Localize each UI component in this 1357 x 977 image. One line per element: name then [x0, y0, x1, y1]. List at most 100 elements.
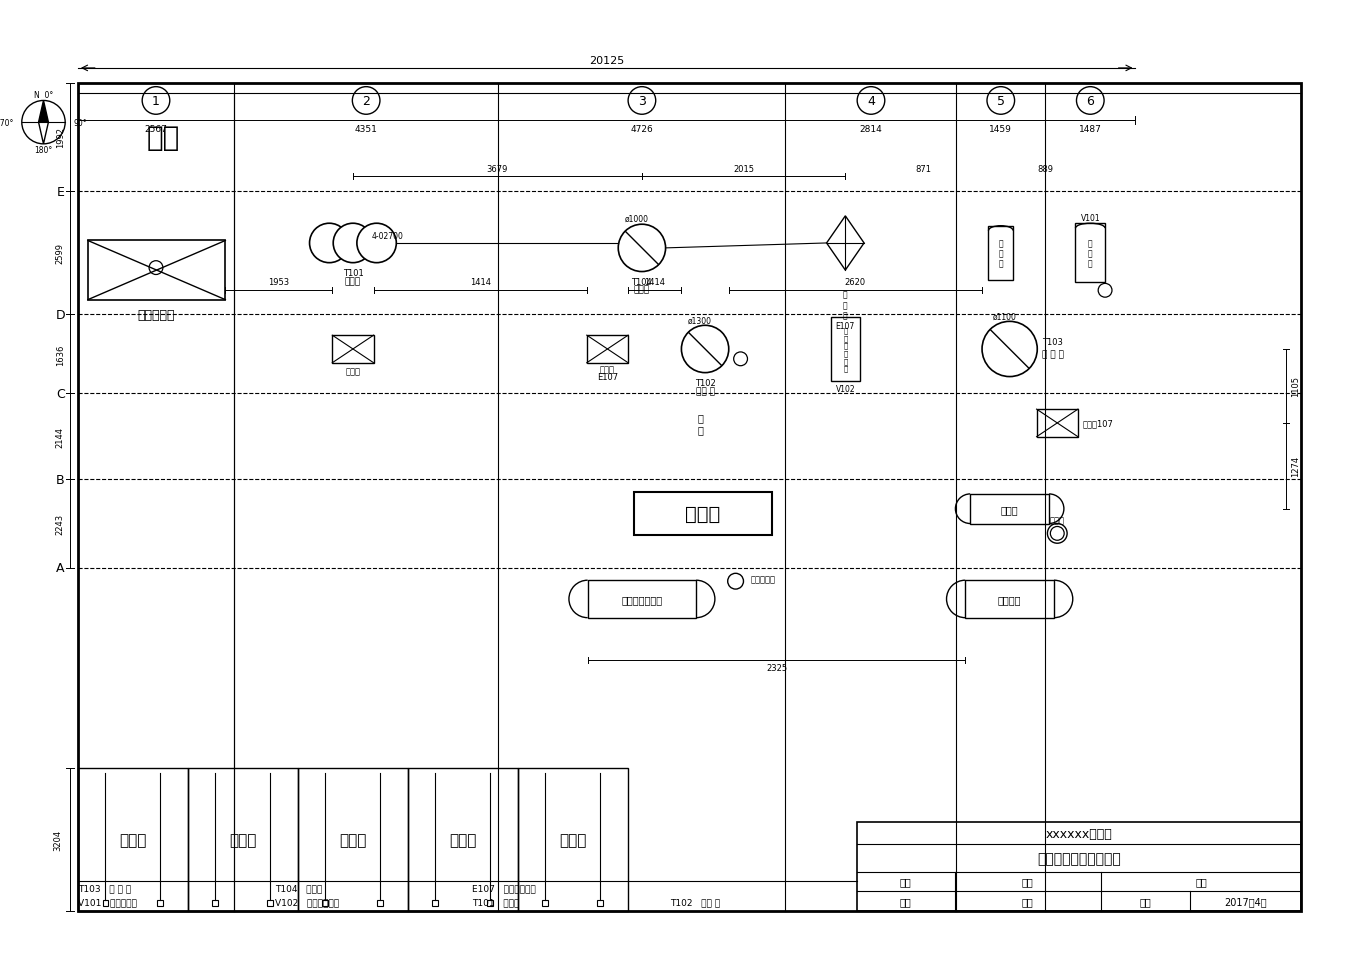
Text: 计
量
罐: 计 量 罐	[999, 238, 1003, 269]
Text: 1487: 1487	[1079, 124, 1102, 134]
Text: N  0°: N 0°	[34, 91, 53, 100]
Bar	[1076, 224, 1105, 283]
Bar	[213, 900, 218, 907]
Text: 1: 1	[152, 95, 160, 107]
Text: ø1100: ø1100	[993, 313, 1016, 321]
Circle shape	[858, 88, 885, 115]
Bar	[965, 580, 1054, 618]
Bar	[77, 84, 1301, 912]
Circle shape	[309, 224, 349, 264]
Bar	[597, 900, 603, 907]
Text: 班级: 班级	[1022, 876, 1034, 886]
Text: 2814: 2814	[859, 124, 882, 134]
Text: 废
水: 废 水	[697, 412, 703, 434]
Text: 控制室: 控制室	[339, 832, 366, 847]
Text: E107: E107	[597, 372, 617, 382]
Text: 1459: 1459	[989, 124, 1012, 134]
Bar	[433, 900, 438, 907]
Text: 精 馏 塔: 精 馏 塔	[1042, 350, 1064, 359]
Text: 889: 889	[1038, 165, 1053, 174]
Circle shape	[734, 353, 748, 366]
Text: 中间储罐: 中间储罐	[997, 594, 1022, 605]
Bar	[858, 823, 1301, 912]
Bar	[157, 900, 163, 907]
Polygon shape	[38, 123, 49, 145]
Text: 2144: 2144	[56, 426, 65, 447]
Text: V102: V102	[836, 385, 855, 394]
Text: 压力磁力泵: 压力磁力泵	[750, 575, 775, 584]
Text: 2015: 2015	[733, 165, 754, 174]
Text: 计量泵: 计量泵	[1050, 516, 1065, 525]
Bar	[543, 900, 548, 907]
Text: 3: 3	[638, 95, 646, 107]
Text: 180°: 180°	[34, 147, 53, 155]
Text: 2325: 2325	[765, 663, 787, 672]
Text: 1953: 1953	[269, 278, 289, 287]
Text: 回流罐: 回流罐	[1001, 504, 1019, 514]
Text: 20125: 20125	[589, 56, 624, 66]
Bar	[88, 241, 225, 300]
Text: 4-02700: 4-02700	[372, 232, 403, 240]
Text: 3204: 3204	[54, 829, 62, 850]
Bar	[407, 768, 517, 912]
Bar	[487, 900, 493, 907]
Circle shape	[1098, 284, 1111, 298]
Text: 2: 2	[362, 95, 370, 107]
Text: 2599: 2599	[56, 243, 65, 264]
Bar	[970, 494, 1049, 524]
Text: 制图: 制图	[900, 876, 912, 886]
Circle shape	[149, 262, 163, 276]
Bar	[588, 580, 696, 618]
Text: 冷凝器107: 冷凝器107	[1083, 419, 1114, 428]
Text: 871: 871	[915, 165, 931, 174]
Bar	[187, 768, 297, 912]
Text: 冷凝器: 冷凝器	[600, 364, 615, 374]
Text: T101   汽化塔: T101 汽化塔	[472, 897, 520, 907]
Text: 学号: 学号	[1196, 876, 1206, 886]
Circle shape	[1050, 527, 1064, 540]
Bar	[517, 768, 627, 912]
Text: ø1300: ø1300	[688, 317, 712, 325]
Text: 2017年4月: 2017年4月	[1224, 896, 1266, 907]
Text: V102   粗甲醇中间罐: V102 粗甲醇中间罐	[275, 897, 339, 907]
Circle shape	[334, 224, 373, 264]
Circle shape	[1048, 524, 1067, 543]
Text: V101   甲醇中间罐: V101 甲醇中间罐	[77, 897, 137, 907]
Text: 1274: 1274	[1292, 456, 1300, 477]
Text: E: E	[56, 186, 64, 198]
Text: C: C	[56, 388, 65, 401]
Text: xxxxxx设计图: xxxxxx设计图	[1045, 827, 1113, 840]
Text: 2243: 2243	[56, 513, 65, 534]
Text: 二甲醚合成车间布置图: 二甲醚合成车间布置图	[1037, 851, 1121, 865]
Bar	[103, 900, 109, 907]
Bar	[323, 900, 328, 907]
Text: 锅炉房: 锅炉房	[685, 505, 721, 524]
Circle shape	[357, 224, 396, 264]
Text: 1105: 1105	[1292, 376, 1300, 397]
Bar	[77, 768, 187, 912]
Polygon shape	[38, 102, 49, 123]
Text: T101: T101	[342, 269, 364, 277]
Text: 比例: 比例	[1022, 896, 1034, 907]
Circle shape	[1076, 88, 1105, 115]
Circle shape	[22, 102, 65, 145]
Text: 日期: 日期	[1140, 896, 1151, 907]
Text: 4: 4	[867, 95, 875, 107]
Text: A: A	[56, 562, 65, 574]
Text: 冷
凝
器
E107: 冷 凝 器 E107	[836, 290, 855, 330]
Text: T103: T103	[1042, 337, 1063, 346]
Circle shape	[353, 88, 380, 115]
Text: T104: T104	[631, 277, 653, 286]
Text: 原料: 原料	[147, 124, 179, 151]
Text: 5: 5	[997, 95, 1004, 107]
Text: 4726: 4726	[631, 124, 653, 134]
Text: 4351: 4351	[354, 124, 377, 134]
Text: 粗
甲
醇
中
间
罐: 粗 甲 醇 中 间 罐	[843, 327, 848, 372]
Bar	[830, 318, 860, 382]
Text: ø1000: ø1000	[626, 215, 649, 224]
Circle shape	[619, 225, 665, 273]
Text: 休息室: 休息室	[449, 832, 476, 847]
Circle shape	[628, 88, 655, 115]
Text: 维修间: 维修间	[229, 832, 256, 847]
Text: 二甲醚产品储罐: 二甲醚产品储罐	[622, 594, 662, 605]
